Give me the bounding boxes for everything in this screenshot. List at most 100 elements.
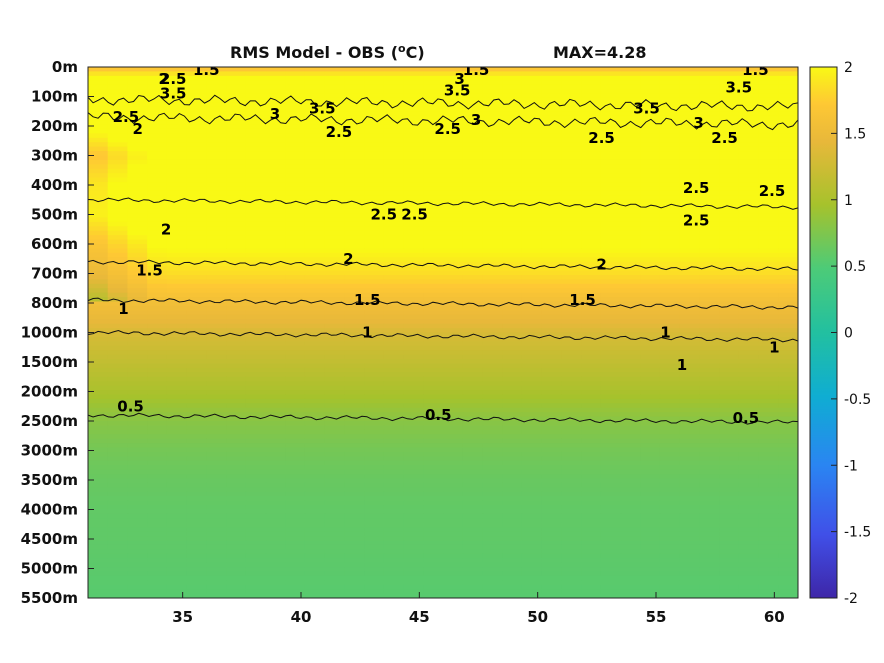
heatmap-cell xyxy=(758,204,779,210)
heatmap-cell xyxy=(502,367,523,373)
heatmap-cell xyxy=(581,412,602,418)
heatmap-cell xyxy=(245,571,267,577)
heatmap-cell xyxy=(107,567,129,573)
heatmap-cell xyxy=(758,505,779,511)
heatmap-cell xyxy=(758,536,779,542)
heatmap-cell xyxy=(147,115,168,121)
heatmap-cell xyxy=(147,301,168,307)
heatmap-cell xyxy=(561,363,582,369)
contour-label: 2.5 xyxy=(434,120,461,138)
heatmap-cell xyxy=(462,133,484,139)
heatmap-cell xyxy=(581,173,602,179)
heatmap-cell xyxy=(581,354,602,360)
heatmap-cell xyxy=(620,482,641,488)
heatmap-cell xyxy=(344,434,365,440)
heatmap-cell xyxy=(443,536,464,542)
heatmap-cell xyxy=(600,558,622,564)
contour-label: 2.5 xyxy=(160,70,187,88)
heatmap-cell xyxy=(659,71,681,77)
heatmap-cell xyxy=(403,283,424,289)
contour-label: 3 xyxy=(454,70,464,88)
heatmap-cell xyxy=(581,549,602,555)
heatmap-cell xyxy=(147,416,168,422)
heatmap-cell xyxy=(561,279,582,285)
heatmap-cell xyxy=(186,270,207,276)
heatmap-cell xyxy=(443,487,464,493)
colorbar-tick-label: 0.5 xyxy=(844,259,866,275)
heatmap-cell xyxy=(758,137,779,143)
heatmap-cell xyxy=(245,332,267,338)
heatmap-cell xyxy=(541,487,562,493)
heatmap-cell xyxy=(344,447,365,453)
heatmap-cell xyxy=(600,297,622,303)
heatmap-cell xyxy=(699,204,720,210)
heatmap-cell xyxy=(166,478,188,484)
heatmap-cell xyxy=(127,314,148,320)
contour-label: 1.5 xyxy=(136,262,163,280)
heatmap-cell xyxy=(324,549,345,555)
heatmap-cell xyxy=(88,71,109,77)
heatmap-cell xyxy=(600,80,622,86)
heatmap-cell xyxy=(186,217,207,223)
heatmap-cell xyxy=(166,137,188,143)
heatmap-cell xyxy=(344,71,365,77)
heatmap-cell xyxy=(738,80,760,86)
heatmap-cell xyxy=(541,394,562,400)
contour-line-2 xyxy=(88,259,798,272)
heatmap-cell xyxy=(226,230,247,236)
heatmap-cell xyxy=(581,482,602,488)
heatmap-cell xyxy=(521,376,543,382)
heatmap-cell xyxy=(206,443,227,449)
heatmap-cell xyxy=(206,71,227,77)
heatmap-cell xyxy=(640,257,661,263)
heatmap-cell xyxy=(462,500,484,506)
heatmap-cell xyxy=(620,190,641,196)
heatmap-cell xyxy=(679,266,700,272)
heatmap-cell xyxy=(344,478,365,484)
heatmap-cell xyxy=(285,394,306,400)
heatmap-cell xyxy=(699,350,720,356)
heatmap-cell xyxy=(640,323,661,329)
heatmap-cell xyxy=(226,589,247,595)
heatmap-cell xyxy=(600,217,622,223)
heatmap-cell xyxy=(324,301,345,307)
heatmap-cell xyxy=(245,137,267,143)
heatmap-cell xyxy=(738,372,760,378)
heatmap-cell xyxy=(147,186,168,192)
heatmap-cell xyxy=(679,204,700,210)
heatmap-cell xyxy=(462,540,484,546)
heatmap-cell xyxy=(147,270,168,276)
heatmap-cell xyxy=(147,429,168,435)
heatmap-cell xyxy=(186,460,207,466)
heatmap-cell xyxy=(443,155,464,161)
heatmap-cell xyxy=(502,208,523,214)
heatmap-cell xyxy=(285,447,306,453)
heatmap-cell xyxy=(265,376,286,382)
heatmap-cell xyxy=(561,354,582,360)
heatmap-cell xyxy=(245,465,267,471)
heatmap-cell xyxy=(127,230,148,236)
heatmap-cell xyxy=(719,434,740,440)
heatmap-cell xyxy=(561,482,582,488)
heatmap-cell xyxy=(265,186,286,192)
heatmap-cell xyxy=(620,540,641,546)
heatmap-cell xyxy=(364,350,385,356)
heatmap-cell xyxy=(640,328,661,334)
title-main: RMS Model - OBS ( xyxy=(230,43,398,62)
heatmap-cell xyxy=(344,195,365,201)
heatmap-cell xyxy=(738,164,760,170)
heatmap-cell xyxy=(600,213,622,219)
y-tick-label: 600m xyxy=(31,235,78,253)
heatmap-cell xyxy=(324,146,345,152)
heatmap-cell xyxy=(423,398,444,404)
heatmap-cell xyxy=(383,71,405,77)
heatmap-cell xyxy=(738,580,760,586)
heatmap-cell xyxy=(364,137,385,143)
heatmap-cell xyxy=(482,71,503,77)
heatmap-cell xyxy=(620,128,641,134)
heatmap-cell xyxy=(265,292,286,298)
heatmap-cell xyxy=(127,398,148,404)
heatmap-cell xyxy=(245,244,267,250)
heatmap-cell xyxy=(265,336,286,342)
heatmap-cell xyxy=(462,80,484,86)
